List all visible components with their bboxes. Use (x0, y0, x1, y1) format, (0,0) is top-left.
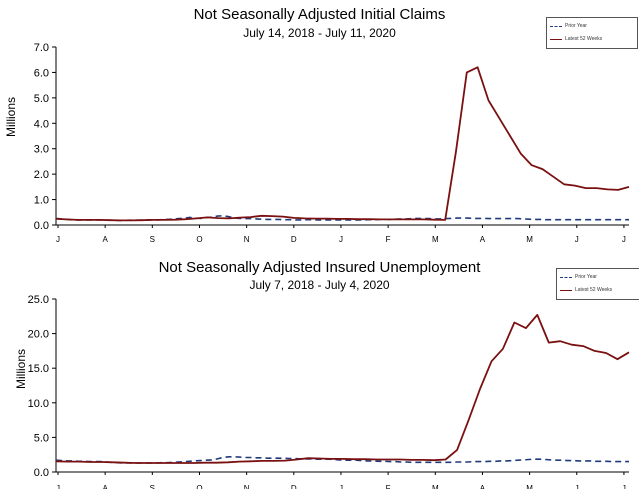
y-tick-label: 25.0 (28, 294, 49, 306)
x-tick-label: S (150, 484, 155, 489)
x-tick-label: N (244, 235, 250, 244)
legend-item-prior-year: Prior Year (550, 22, 587, 30)
x-tick-label: F (386, 235, 391, 244)
initial-claims-chart: Not Seasonally Adjusted Initial Claims J… (0, 0, 639, 244)
chart-legend: Prior Year Latest 52 Weeks (546, 17, 638, 49)
x-tick-label: J (622, 484, 626, 489)
series-line-prior-year (55, 456, 629, 464)
y-tick-label: 15.0 (28, 363, 49, 375)
y-tick-label: 3.0 (34, 144, 49, 156)
x-tick-label: M (526, 235, 533, 244)
x-tick-label: A (480, 235, 486, 244)
y-tick-label: 1.0 (34, 195, 49, 207)
y-tick-label: 5.0 (34, 93, 49, 105)
x-tick-label: J (622, 235, 626, 244)
legend-label: Latest 52 Weeks (565, 36, 603, 42)
x-tick-label: D (291, 235, 297, 244)
x-tick-label: N (244, 484, 250, 489)
x-tick-label: M (432, 484, 439, 489)
series-line-latest-52-weeks (55, 314, 630, 464)
x-tick-label: A (102, 484, 108, 489)
initial-claims-plot: 0.0 1.0 2.0 3.0 4.0 5.0 6.0 7.0 J A S O N D J F M A M J J (34, 42, 630, 244)
y-tick-label: 6.0 (34, 67, 49, 79)
x-tick-label: S (150, 235, 155, 244)
x-tick-label: D (291, 484, 297, 489)
x-tick-label: F (386, 484, 391, 489)
legend-item-latest-52-weeks: Latest 52 Weeks (560, 286, 612, 294)
chart-title: Not Seasonally Adjusted Insured Unemploy… (158, 259, 481, 276)
dashed-line-swatch (550, 25, 562, 27)
y-tick-label: 5.0 (34, 432, 49, 444)
legend-item-prior-year: Prior Year (560, 273, 597, 281)
x-tick-label: J (339, 484, 343, 489)
insured-unemployment-chart: Not Seasonally Adjusted Insured Unemploy… (0, 256, 639, 489)
x-tick-label: A (480, 484, 486, 489)
x-tick-label: J (56, 235, 60, 244)
chart-legend: Prior Year Latest 52 Weeks (556, 268, 639, 300)
y-tick-label: 4.0 (34, 118, 49, 130)
y-tick-label: 10.0 (28, 398, 49, 410)
solid-line-swatch (560, 289, 572, 291)
legend-label: Latest 52 Weeks (575, 287, 613, 293)
x-tick-label: O (196, 484, 202, 489)
insured-unemployment-plot: 0.0 5.0 10.0 15.0 20.0 25.0 J A S O N D J F M A M J J (28, 294, 630, 489)
solid-line-swatch (550, 38, 562, 40)
y-tick-label: 0.0 (34, 220, 49, 232)
x-tick-label: J (575, 235, 579, 244)
legend-item-latest-52-weeks: Latest 52 Weeks (550, 35, 602, 43)
x-tick-label: J (56, 484, 60, 489)
x-tick-label: O (196, 235, 202, 244)
chart-subtitle: July 7, 2018 - July 4, 2020 (249, 278, 390, 292)
x-tick-label: A (102, 235, 108, 244)
x-tick-label: J (339, 235, 343, 244)
legend-label: Prior Year (575, 274, 597, 280)
y-tick-label: 2.0 (34, 169, 49, 181)
dashed-line-swatch (560, 276, 572, 278)
y-tick-label: 0.0 (34, 467, 49, 479)
x-tick-label: J (575, 484, 579, 489)
y-tick-label: 20.0 (28, 329, 49, 341)
x-tick-label: M (432, 235, 439, 244)
x-tick-label: M (526, 484, 533, 489)
legend-label: Prior Year (565, 23, 587, 29)
chart-subtitle: July 14, 2018 - July 11, 2020 (243, 26, 396, 40)
series-line-latest-52-weeks (55, 66, 630, 222)
y-tick-label: 7.0 (34, 42, 49, 54)
chart-title: Not Seasonally Adjusted Initial Claims (193, 6, 446, 23)
